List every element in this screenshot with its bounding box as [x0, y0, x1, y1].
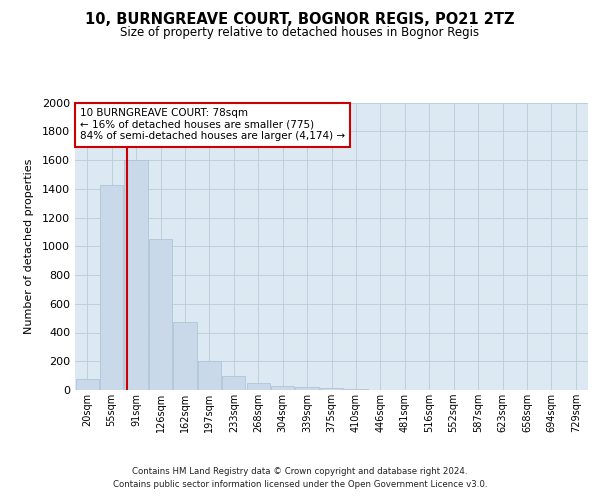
Bar — [100, 185, 123, 390]
Bar — [320, 388, 343, 390]
Bar — [247, 383, 270, 390]
Text: Contains HM Land Registry data © Crown copyright and database right 2024.: Contains HM Land Registry data © Crown c… — [132, 467, 468, 476]
Bar — [76, 379, 99, 390]
Bar — [222, 376, 245, 390]
Text: Size of property relative to detached houses in Bognor Regis: Size of property relative to detached ho… — [121, 26, 479, 39]
Bar — [124, 160, 148, 390]
Bar — [295, 387, 319, 390]
Y-axis label: Number of detached properties: Number of detached properties — [23, 158, 34, 334]
Bar — [173, 322, 197, 390]
Text: 10 BURNGREAVE COURT: 78sqm
← 16% of detached houses are smaller (775)
84% of sem: 10 BURNGREAVE COURT: 78sqm ← 16% of deta… — [80, 108, 345, 142]
Bar — [198, 361, 221, 390]
Bar — [149, 239, 172, 390]
Text: Contains public sector information licensed under the Open Government Licence v3: Contains public sector information licen… — [113, 480, 487, 489]
Bar — [271, 386, 294, 390]
Text: 10, BURNGREAVE COURT, BOGNOR REGIS, PO21 2TZ: 10, BURNGREAVE COURT, BOGNOR REGIS, PO21… — [85, 12, 515, 28]
